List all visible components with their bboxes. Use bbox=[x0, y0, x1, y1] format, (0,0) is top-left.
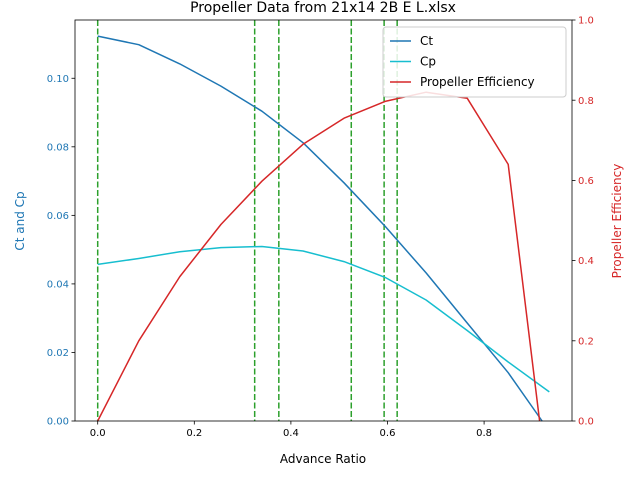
y-right-tick-label: 1.0 bbox=[578, 16, 594, 27]
x-tick-label: 0.4 bbox=[283, 428, 299, 439]
y-right-tick-label: 0.8 bbox=[578, 96, 594, 107]
x-tick-label: 0.2 bbox=[186, 428, 202, 439]
x-tick-label: 0.6 bbox=[380, 428, 396, 439]
axes-layer: 0.0 0.2 0.4 0.6 0.8 0.00 0.02 0.04 0.06 0.08 0.10 0… bbox=[47, 16, 594, 439]
vertical-lines-layer bbox=[96, 20, 398, 421]
y-left-tick-label: 0.06 bbox=[47, 211, 69, 222]
legend: Ct Cp Propeller Efficiency bbox=[382, 26, 567, 98]
legend-box bbox=[382, 26, 567, 98]
series-line-propeller-efficiency bbox=[97, 91, 541, 422]
x-axis-label: Advance Ratio bbox=[280, 452, 366, 466]
series-line-cp bbox=[97, 245, 550, 393]
y-left-tick-label: 0.10 bbox=[47, 74, 69, 85]
series-line-ct bbox=[97, 35, 543, 422]
y-right-tick-label: 0.2 bbox=[578, 336, 594, 347]
y-right-tick-label: 0.6 bbox=[578, 176, 594, 187]
legend-label: Ct bbox=[420, 34, 433, 48]
chart-title: Propeller Data from 21x14 2B E L.xlsx bbox=[190, 0, 456, 16]
y-right-tick-label: 0.0 bbox=[578, 417, 594, 428]
legend-label: Propeller Efficiency bbox=[420, 75, 535, 89]
y-left-tick-label: 0.04 bbox=[47, 280, 69, 291]
y-axis-right-label: Propeller Efficiency bbox=[610, 164, 624, 279]
x-tick-label: 0.8 bbox=[476, 428, 492, 439]
x-tick-label: 0.0 bbox=[90, 428, 106, 439]
y-right-tick-label: 0.4 bbox=[578, 256, 594, 267]
series-layer bbox=[97, 35, 550, 422]
legend-label: Cp bbox=[420, 55, 436, 69]
plot-frame bbox=[74, 19, 573, 422]
y-left-tick-label: 0.02 bbox=[47, 348, 69, 359]
y-left-tick-label: 0.08 bbox=[47, 142, 69, 153]
y-left-tick-label: 0.00 bbox=[47, 417, 69, 428]
y-axis-left-label: Ct and Cp bbox=[13, 191, 27, 250]
